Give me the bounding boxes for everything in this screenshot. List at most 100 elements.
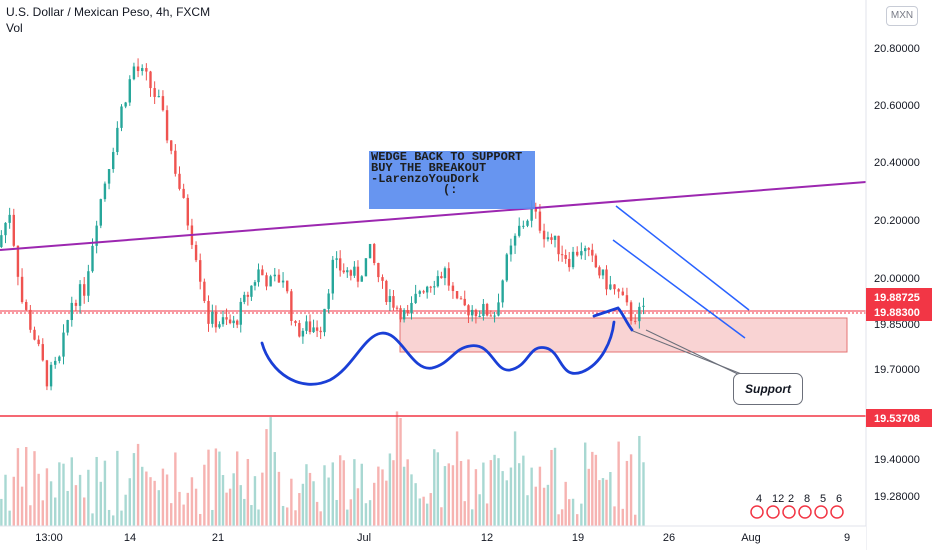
volume-bar xyxy=(25,447,28,526)
y-tick-label: 20.60000 xyxy=(874,100,920,112)
volume-bar xyxy=(353,459,356,526)
volume-bar xyxy=(349,499,353,526)
candle-body xyxy=(153,88,156,97)
candle-body xyxy=(568,258,571,268)
candle-body xyxy=(564,255,567,259)
volume-bar xyxy=(178,491,181,526)
event-count: 6 xyxy=(836,493,842,505)
candle-body xyxy=(294,320,297,324)
candle-body xyxy=(598,267,601,276)
volume-bar xyxy=(37,473,40,526)
candle-body xyxy=(560,254,564,256)
volume-bar xyxy=(136,443,140,526)
candle-body xyxy=(440,276,443,279)
event-flag-icon[interactable] xyxy=(798,505,812,519)
wedge-lower-line[interactable] xyxy=(612,239,746,339)
volume-bar xyxy=(360,463,363,526)
candle-body xyxy=(78,284,82,306)
volume-bar xyxy=(482,462,485,526)
candle-body xyxy=(436,276,440,287)
candle-body xyxy=(145,68,148,72)
volume-bar xyxy=(294,510,297,526)
candle-body xyxy=(141,68,144,72)
candle-body xyxy=(170,140,173,151)
volume-bar xyxy=(8,510,11,526)
candle-body xyxy=(281,280,285,283)
event-flag-icon[interactable] xyxy=(830,505,844,519)
candle-body xyxy=(4,222,7,236)
volume-bar xyxy=(153,480,156,526)
event-flag-icon[interactable] xyxy=(750,505,764,519)
candle-body xyxy=(364,258,368,277)
volume-bar xyxy=(560,509,564,526)
note-annotation[interactable]: WEDGE BACK TO SUPPORT BUY THE BREAKOUT -… xyxy=(369,151,535,209)
price-label-bg xyxy=(866,288,932,306)
candle-body xyxy=(485,303,489,316)
candle-body xyxy=(356,266,360,282)
wedge-upper-line[interactable] xyxy=(615,205,750,311)
note-line-4: (: xyxy=(371,183,458,197)
candle-body xyxy=(228,319,232,324)
volume-bar xyxy=(239,485,242,526)
event-flag-icon[interactable] xyxy=(814,505,828,519)
candle-body xyxy=(165,110,169,141)
event-flag-icon[interactable] xyxy=(766,505,780,519)
price-axis[interactable]: 20.80000 20.60000 20.40000 20.20000 20.00000… xyxy=(874,43,920,503)
events-strip[interactable]: 4 12 2 8 5 6 xyxy=(750,493,844,519)
candle-body xyxy=(518,225,521,236)
candle-body xyxy=(103,183,107,200)
volume-bar xyxy=(395,411,399,526)
volume-bar xyxy=(315,501,319,526)
y-tick-label: 19.40000 xyxy=(874,454,920,466)
volume-bar xyxy=(509,467,513,526)
volume-bars xyxy=(0,411,645,526)
volume-bar xyxy=(364,503,368,526)
candle-body xyxy=(253,282,257,286)
volume-bar xyxy=(571,498,575,526)
candle-body xyxy=(66,320,69,333)
candle-body xyxy=(526,220,529,226)
volume-bar xyxy=(4,474,7,526)
candle-body xyxy=(381,277,384,281)
candle-body xyxy=(58,356,61,361)
volume-bar xyxy=(124,494,127,526)
volume-bar xyxy=(29,505,32,526)
candle-body xyxy=(29,309,32,330)
volume-bar xyxy=(381,469,384,526)
candle-body xyxy=(534,207,537,212)
volume-bar xyxy=(253,476,257,526)
volume-bar xyxy=(402,466,406,526)
candle-body xyxy=(385,280,388,303)
candle-body xyxy=(638,306,641,322)
candle-body xyxy=(214,311,218,328)
candle-body xyxy=(377,263,380,278)
candle-body xyxy=(522,225,525,227)
candle-body xyxy=(530,207,533,221)
volume-bar xyxy=(331,462,334,526)
volume-bar xyxy=(538,466,542,526)
volume-bar xyxy=(257,509,260,526)
trend-line[interactable] xyxy=(0,181,867,251)
volume-bar xyxy=(286,507,289,526)
candle-body xyxy=(433,286,436,288)
y-tick-label: 20.00000 xyxy=(874,273,920,285)
volume-bar xyxy=(281,505,285,526)
volume-bar xyxy=(501,471,504,526)
support-callout[interactable]: Support xyxy=(733,373,803,405)
volume-bar xyxy=(373,482,376,526)
volume-bar xyxy=(174,452,177,526)
candle-body xyxy=(451,285,455,292)
currency-badge[interactable]: MXN xyxy=(886,6,918,26)
candle-body xyxy=(149,71,152,89)
brush-drawing[interactable] xyxy=(260,306,634,386)
time-axis[interactable]: 13:00 14 21 Jul 12 19 26 Aug 9 xyxy=(35,532,850,544)
volume-label: Vol xyxy=(6,21,23,35)
candle-body xyxy=(474,309,478,317)
volume-bar xyxy=(422,496,425,526)
event-flag-icon[interactable] xyxy=(782,505,796,519)
candle-body xyxy=(269,276,272,287)
volume-bar xyxy=(518,463,521,526)
volume-bar xyxy=(447,463,450,526)
volume-bar xyxy=(478,494,481,526)
